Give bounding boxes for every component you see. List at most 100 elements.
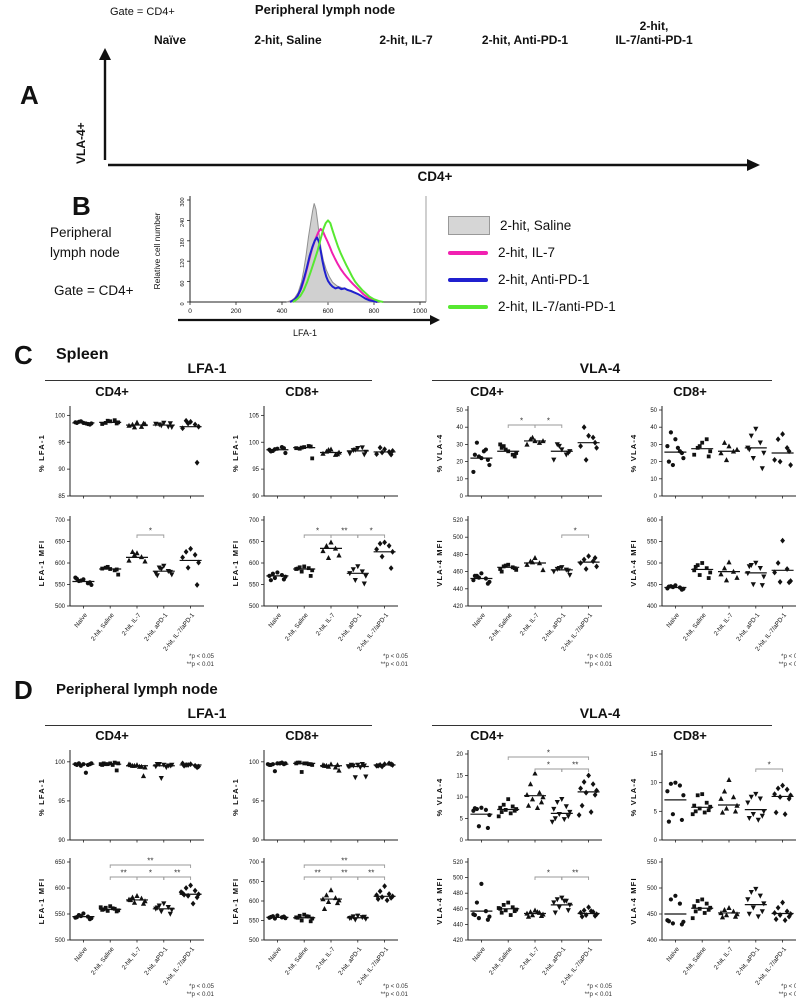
legend-label: 2-hit, Anti-PD-1 — [498, 272, 590, 287]
svg-text:2-hit, IL-7: 2-hit, IL-7 — [315, 612, 337, 638]
svg-text:Naïve: Naïve — [73, 612, 89, 630]
legend-swatch-line — [448, 304, 488, 309]
svg-text:*p < 0.05: *p < 0.05 — [189, 653, 215, 660]
svg-text:LFA-1 MFI: LFA-1 MFI — [231, 540, 240, 587]
svg-text:VLA-4 MFI: VLA-4 MFI — [629, 877, 638, 924]
svg-text:20: 20 — [650, 460, 657, 466]
svg-text:0: 0 — [188, 308, 192, 315]
svg-text:2-hit, IL-7: 2-hit, IL-7 — [713, 612, 735, 638]
svg-text:15: 15 — [456, 774, 463, 780]
svg-text:400: 400 — [647, 604, 658, 610]
svg-text:550: 550 — [249, 919, 260, 925]
svg-text:30: 30 — [456, 442, 463, 448]
svg-text:% VLA-4: % VLA-4 — [629, 434, 638, 473]
svg-text:**p < 0.01: **p < 0.01 — [779, 991, 796, 998]
svg-text:90: 90 — [252, 838, 259, 844]
svg-text:200: 200 — [231, 308, 242, 315]
gate-label-a: Gate = CD4+ — [110, 6, 175, 18]
svg-text:% VLA-4: % VLA-4 — [435, 778, 444, 817]
svg-text:**p < 0.01: **p < 0.01 — [381, 991, 409, 998]
svg-text:40: 40 — [456, 425, 463, 431]
svg-text:120: 120 — [180, 259, 186, 268]
svg-text:20: 20 — [456, 460, 463, 466]
svg-text:*p < 0.05: *p < 0.05 — [383, 653, 409, 660]
svg-text:*: * — [547, 761, 550, 770]
svg-text:*: * — [370, 527, 373, 536]
svg-text:**: ** — [120, 869, 126, 878]
header-cd4-lfa1-c: CD4+ — [95, 384, 129, 399]
svg-text:10: 10 — [650, 477, 657, 483]
svg-text:600: 600 — [55, 561, 66, 567]
svg-text:550: 550 — [647, 540, 658, 546]
svg-text:**: ** — [341, 527, 347, 536]
header-rule-vla4-c — [432, 380, 772, 381]
panel-c: C Spleen LFA-1 CD4+ CD8+ VLA-4 CD4+ CD8+… — [0, 340, 796, 675]
legend-label: 2-hit, IL-7 — [498, 245, 556, 260]
svg-text:**p < 0.01: **p < 0.01 — [779, 661, 796, 668]
svg-text:550: 550 — [647, 860, 658, 866]
svg-text:2-hit, Saline: 2-hit, Saline — [90, 946, 116, 977]
svg-text:420: 420 — [453, 938, 464, 944]
svg-text:95: 95 — [58, 799, 65, 805]
svg-text:Naïve: Naïve — [471, 946, 487, 964]
svg-text:600: 600 — [249, 899, 260, 905]
svg-text:2-hit, aPD-1: 2-hit, aPD-1 — [735, 946, 762, 977]
svg-text:300: 300 — [180, 197, 186, 206]
svg-text:50: 50 — [650, 408, 657, 414]
svg-text:500: 500 — [249, 604, 260, 610]
svg-text:0: 0 — [460, 494, 464, 500]
svg-text:Naïve: Naïve — [267, 612, 283, 630]
svg-text:*: * — [547, 417, 550, 426]
svg-text:**: ** — [572, 869, 578, 878]
flow-y-axis-arrow-icon — [99, 48, 111, 160]
svg-text:2-hit, Saline: 2-hit, Saline — [284, 946, 310, 977]
header-rule-lfa1-d — [45, 725, 372, 726]
svg-text:% LFA-1: % LFA-1 — [231, 434, 240, 472]
svg-text:*p < 0.05: *p < 0.05 — [189, 983, 215, 990]
svg-text:105: 105 — [249, 413, 260, 419]
header-rule-vla4-d — [432, 725, 772, 726]
svg-text:10: 10 — [650, 781, 657, 787]
svg-text:0: 0 — [654, 494, 658, 500]
svg-text:500: 500 — [453, 876, 464, 882]
svg-text:2-hit, Saline: 2-hit, Saline — [284, 612, 310, 643]
scatter-plot-d-lfa1-pct-cd8: 90 95 100 % LFA-1 — [231, 750, 398, 844]
svg-text:0: 0 — [654, 838, 658, 844]
svg-text:*p < 0.05: *p < 0.05 — [383, 983, 409, 990]
svg-text:500: 500 — [647, 561, 658, 567]
svg-text:1000: 1000 — [413, 308, 428, 315]
legend-item: 2-hit, IL-7 — [448, 239, 616, 266]
svg-text:**p < 0.01: **p < 0.01 — [585, 991, 613, 998]
header-rule-lfa1-c — [45, 380, 372, 381]
svg-text:**: ** — [341, 869, 347, 878]
scatter-plot-c-lfa1-mfi-cd4: 500 550 600 650 700 LFA-1 MFI * Naïve 2-hit, Sal… — [37, 516, 215, 668]
legend-item: 2-hit, Anti-PD-1 — [448, 266, 616, 293]
svg-text:2-hit, aPD-1: 2-hit, aPD-1 — [337, 946, 364, 977]
svg-text:420: 420 — [453, 604, 464, 610]
svg-text:100: 100 — [249, 760, 260, 766]
header-lfa1-d: LFA-1 — [187, 705, 227, 721]
flow-x-axis-label: CD4+ — [417, 169, 453, 184]
legend-item: 2-hit, Saline — [448, 212, 616, 239]
svg-text:LFA-1 MFI: LFA-1 MFI — [37, 878, 46, 925]
scatter-plot-c-vla4-mfi-cd8: 400 450 500 550 600 VLA-4 MFI Naïve 2-hit, Sali… — [629, 516, 796, 668]
svg-text:2-hit, IL-7: 2-hit, IL-7 — [713, 946, 735, 972]
header-cd4-lfa1-d: CD4+ — [95, 728, 129, 743]
svg-text:460: 460 — [453, 570, 464, 576]
svg-text:*p < 0.05: *p < 0.05 — [587, 653, 613, 660]
svg-text:95: 95 — [58, 440, 65, 446]
svg-text:**: ** — [314, 869, 320, 878]
svg-text:Naïve: Naïve — [471, 612, 487, 630]
svg-text:Relative cell number: Relative cell number — [152, 212, 162, 289]
svg-text:**p < 0.01: **p < 0.01 — [381, 661, 409, 668]
svg-text:600: 600 — [323, 308, 334, 315]
gate-label-b: Gate = CD4+ — [54, 283, 134, 298]
scatter-plot-c-lfa1-pct-cd4: 85 90 95 100 % LFA-1 — [37, 406, 204, 500]
svg-text:40: 40 — [650, 425, 657, 431]
svg-text:Naïve: Naïve — [665, 612, 681, 630]
svg-text:2-hit, aPD-1: 2-hit, aPD-1 — [541, 612, 568, 643]
svg-text:2-hit, aPD-1: 2-hit, aPD-1 — [143, 946, 170, 977]
svg-text:500: 500 — [55, 938, 66, 944]
